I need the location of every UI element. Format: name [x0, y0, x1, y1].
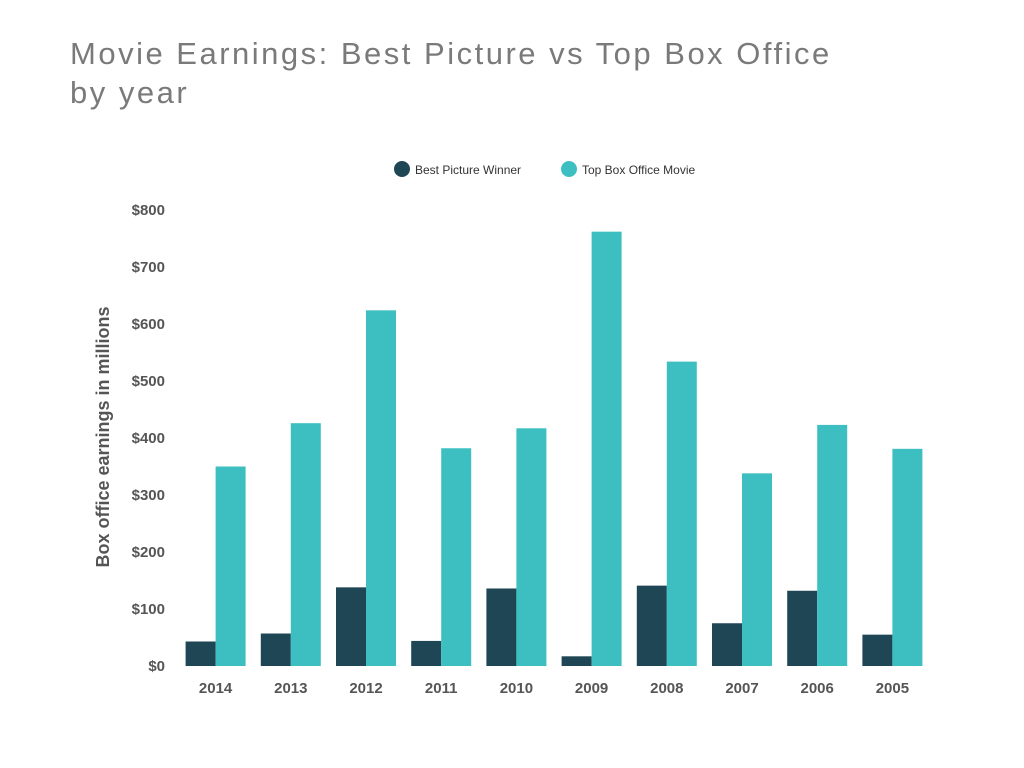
y-tick-label: $400 [132, 430, 165, 447]
x-tick-label: 2007 [725, 680, 758, 697]
bar-best-picture [862, 634, 893, 666]
bar-top-box-office [441, 448, 472, 666]
bars [185, 231, 923, 666]
y-tick-label: $800 [132, 202, 165, 219]
y-tick-label: $600 [132, 316, 165, 333]
bar-best-picture [787, 590, 818, 666]
chart-title-block: Movie Earnings: Best Picture vs Top Box … [70, 34, 970, 112]
legend: Best Picture Winner Top Box Office Movie [394, 161, 695, 177]
x-axis-ticks: 2014 2013 2012 2011 2010 2009 2008 2007 2006 2005 [199, 680, 909, 697]
bar-best-picture [712, 623, 742, 666]
legend-label: Best Picture Winner [415, 163, 521, 177]
bar-top-box-office [666, 361, 697, 666]
x-tick-label: 2013 [274, 680, 307, 697]
chart-title: Movie Earnings: Best Picture vs Top Box … [70, 36, 832, 71]
bar-top-box-office [742, 473, 772, 666]
bar-top-box-office [817, 424, 848, 666]
bar-top-box-office [215, 466, 246, 666]
x-tick-label: 2010 [500, 680, 533, 697]
x-tick-label: 2009 [575, 680, 608, 697]
x-tick-label: 2005 [876, 680, 909, 697]
y-tick-label: $100 [132, 601, 165, 618]
bar-top-box-office [892, 448, 923, 666]
y-axis-title: Box office earnings in millions [93, 306, 113, 567]
bar-top-box-office [516, 428, 547, 666]
y-axis-ticks: $0 $100 $200 $300 $400 $500 $600 $700 $800 [132, 202, 165, 675]
legend-marker-top-box-office [561, 161, 577, 177]
bar-best-picture [185, 641, 216, 666]
y-tick-label: $200 [132, 544, 165, 561]
y-tick-label: $300 [132, 487, 165, 504]
y-tick-label: $500 [132, 373, 165, 390]
legend-label: Top Box Office Movie [582, 163, 695, 177]
bar-top-box-office [290, 423, 321, 666]
bar-best-picture [260, 633, 291, 666]
legend-marker-best-picture [394, 161, 410, 177]
bar-best-picture [636, 585, 667, 666]
x-tick-label: 2012 [349, 680, 382, 697]
x-tick-label: 2008 [650, 680, 683, 697]
bar-best-picture [486, 588, 517, 666]
bar-top-box-office [366, 310, 396, 666]
bar-best-picture [336, 587, 366, 666]
bar-best-picture [411, 640, 442, 666]
bar-top-box-office [591, 231, 622, 666]
bar-best-picture [561, 656, 592, 666]
x-tick-label: 2006 [801, 680, 834, 697]
x-tick-label: 2014 [199, 680, 233, 697]
y-tick-label: $700 [132, 259, 165, 276]
x-tick-label: 2011 [425, 680, 458, 697]
y-tick-label: $0 [148, 658, 165, 675]
chart-subtitle: by year [70, 75, 190, 110]
